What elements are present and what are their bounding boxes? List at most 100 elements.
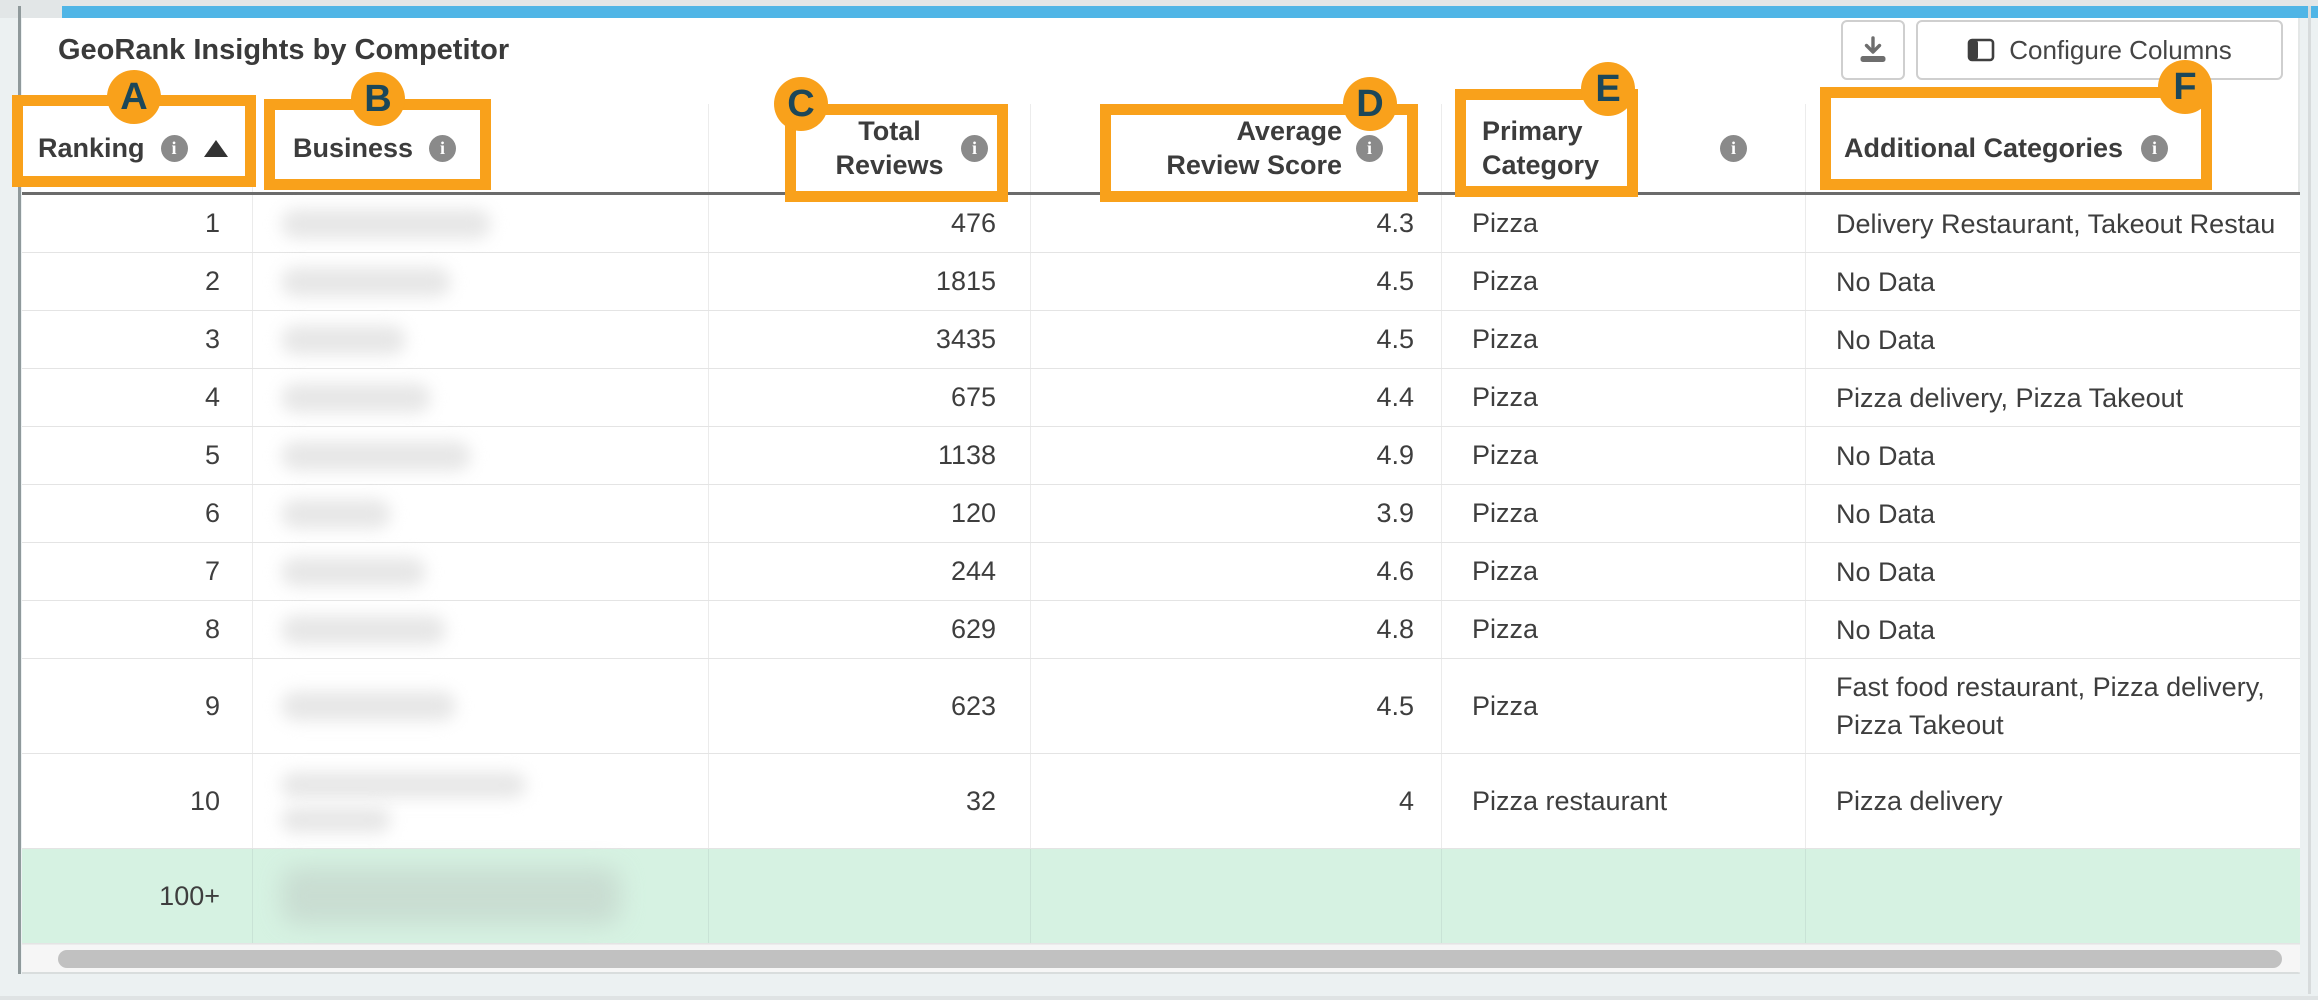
cell-additional-categories: Delivery Restaurant, Takeout Restau <box>1805 195 2300 252</box>
page: GeoRank Insights by Competitor <box>0 0 2318 1000</box>
cell-ranking: 4 <box>22 369 252 426</box>
redacted-text-blur <box>281 772 526 798</box>
table-row: 10 32 4 Pizza restaurant Pizza delivery <box>22 754 2300 849</box>
cell-total-reviews: 120 <box>708 485 1030 542</box>
table-row: 2 1815 4.5 Pizza No Data <box>22 253 2300 311</box>
cell-business-redacted <box>252 195 708 252</box>
horizontal-scrollbar-thumb[interactable] <box>58 950 2282 968</box>
info-icon[interactable]: i <box>1720 135 1747 162</box>
cell-business-redacted <box>252 369 708 426</box>
redacted-text-blur <box>281 499 391 529</box>
panel-right-divider <box>2308 6 2311 994</box>
cell-average-review-score: 4.8 <box>1030 601 1441 658</box>
cell-additional-categories: No Data <box>1805 601 2300 658</box>
redacted-text-blur <box>281 557 426 587</box>
cell-ranking: 5 <box>22 427 252 484</box>
column-header-primary-category[interactable]: Primary Category i <box>1441 104 1805 192</box>
cell-primary-category: Pizza <box>1441 427 1805 484</box>
card-toolbar: Configure Columns <box>1841 20 2283 80</box>
page-title: GeoRank Insights by Competitor <box>58 34 509 67</box>
cell-additional-categories <box>1805 849 2300 943</box>
cell-additional-categories: Pizza delivery, Pizza Takeout <box>1805 369 2300 426</box>
cell-total-reviews: 623 <box>708 659 1030 753</box>
column-header-total-reviews[interactable]: Total Reviews i <box>708 104 1030 192</box>
table-row: 1 476 4.3 Pizza Delivery Restaurant, Tak… <box>22 195 2300 253</box>
info-icon[interactable]: i <box>961 135 988 162</box>
cell-additional-categories: Fast food restaurant, Pizza delivery, Pi… <box>1805 659 2300 753</box>
column-header-business[interactable]: Business i <box>252 104 708 192</box>
column-header-ranking[interactable]: Ranking i <box>22 104 252 192</box>
info-icon[interactable]: i <box>1356 135 1383 162</box>
info-icon[interactable]: i <box>429 135 456 162</box>
table-row: 3 3435 4.5 Pizza No Data <box>22 311 2300 369</box>
cell-ranking: 6 <box>22 485 252 542</box>
table-row: 4 675 4.4 Pizza Pizza delivery, Pizza Ta… <box>22 369 2300 427</box>
cell-average-review-score: 4.9 <box>1030 427 1441 484</box>
cell-ranking: 7 <box>22 543 252 600</box>
cell-ranking: 9 <box>22 659 252 753</box>
cell-additional-categories: Pizza delivery <box>1805 754 2300 848</box>
cell-ranking: 1 <box>22 195 252 252</box>
table-row-highlighted: 100+ <box>22 849 2300 944</box>
column-label: Total Reviews <box>832 114 947 182</box>
column-label: Business <box>293 131 413 165</box>
cell-primary-category: Pizza <box>1441 311 1805 368</box>
cell-total-reviews: 1138 <box>708 427 1030 484</box>
info-icon[interactable]: i <box>161 135 188 162</box>
configure-columns-label: Configure Columns <box>2009 35 2232 66</box>
redacted-text-blur <box>281 267 451 297</box>
column-label: Additional Categories <box>1844 131 2123 165</box>
sort-ascending-icon <box>204 140 228 157</box>
table-row: 7 244 4.6 Pizza No Data <box>22 543 2300 601</box>
cell-average-review-score: 3.9 <box>1030 485 1441 542</box>
cell-primary-category: Pizza <box>1441 659 1805 753</box>
cell-total-reviews <box>708 849 1030 943</box>
cell-additional-categories: No Data <box>1805 485 2300 542</box>
horizontal-scrollbar-track[interactable] <box>22 944 2300 972</box>
cell-additional-categories: No Data <box>1805 543 2300 600</box>
table-row: 5 1138 4.9 Pizza No Data <box>22 427 2300 485</box>
page-bottom-strip <box>0 996 2318 1000</box>
cell-business-redacted <box>252 659 708 753</box>
cell-business-redacted <box>252 311 708 368</box>
cell-primary-category: Pizza <box>1441 601 1805 658</box>
cell-primary-category <box>1441 849 1805 943</box>
cell-total-reviews: 1815 <box>708 253 1030 310</box>
redacted-text-blur <box>281 441 471 471</box>
georank-insights-card: GeoRank Insights by Competitor <box>22 18 2300 974</box>
cell-average-review-score: 4 <box>1030 754 1441 848</box>
redacted-text-blur <box>281 209 491 239</box>
cell-average-review-score: 4.3 <box>1030 195 1441 252</box>
cell-business-redacted <box>252 485 708 542</box>
card-top-accent-bar <box>62 6 2318 18</box>
redacted-text-blur <box>281 325 406 355</box>
cell-total-reviews: 476 <box>708 195 1030 252</box>
table-columns-icon <box>1967 36 1995 64</box>
column-label: Ranking <box>38 131 145 165</box>
column-label: Primary Category <box>1482 114 1617 182</box>
cell-average-review-score: 4.5 <box>1030 253 1441 310</box>
table-row: 8 629 4.8 Pizza No Data <box>22 601 2300 659</box>
column-header-additional-categories[interactable]: Additional Categories i <box>1805 104 2300 192</box>
cell-primary-category: Pizza <box>1441 253 1805 310</box>
column-header-average-review-score[interactable]: Average Review Score i <box>1030 104 1441 192</box>
panel-left-divider <box>18 6 21 974</box>
cell-average-review-score: 4.4 <box>1030 369 1441 426</box>
redacted-text-blur <box>281 867 621 925</box>
cell-primary-category: Pizza restaurant <box>1441 754 1805 848</box>
info-icon[interactable]: i <box>2141 135 2168 162</box>
cell-business-redacted <box>252 849 708 943</box>
cell-average-review-score: 4.5 <box>1030 659 1441 753</box>
cell-total-reviews: 675 <box>708 369 1030 426</box>
download-button[interactable] <box>1841 20 1905 80</box>
cell-business-redacted <box>252 754 708 848</box>
cell-total-reviews: 3435 <box>708 311 1030 368</box>
configure-columns-button[interactable]: Configure Columns <box>1916 20 2283 80</box>
cell-ranking: 8 <box>22 601 252 658</box>
download-icon <box>1857 34 1889 66</box>
cell-business-redacted <box>252 253 708 310</box>
redacted-text-blur <box>281 615 446 645</box>
redacted-text-blur <box>281 383 431 413</box>
cell-additional-categories: No Data <box>1805 253 2300 310</box>
table-row: 9 623 4.5 Pizza Fast food restaurant, Pi… <box>22 659 2300 754</box>
